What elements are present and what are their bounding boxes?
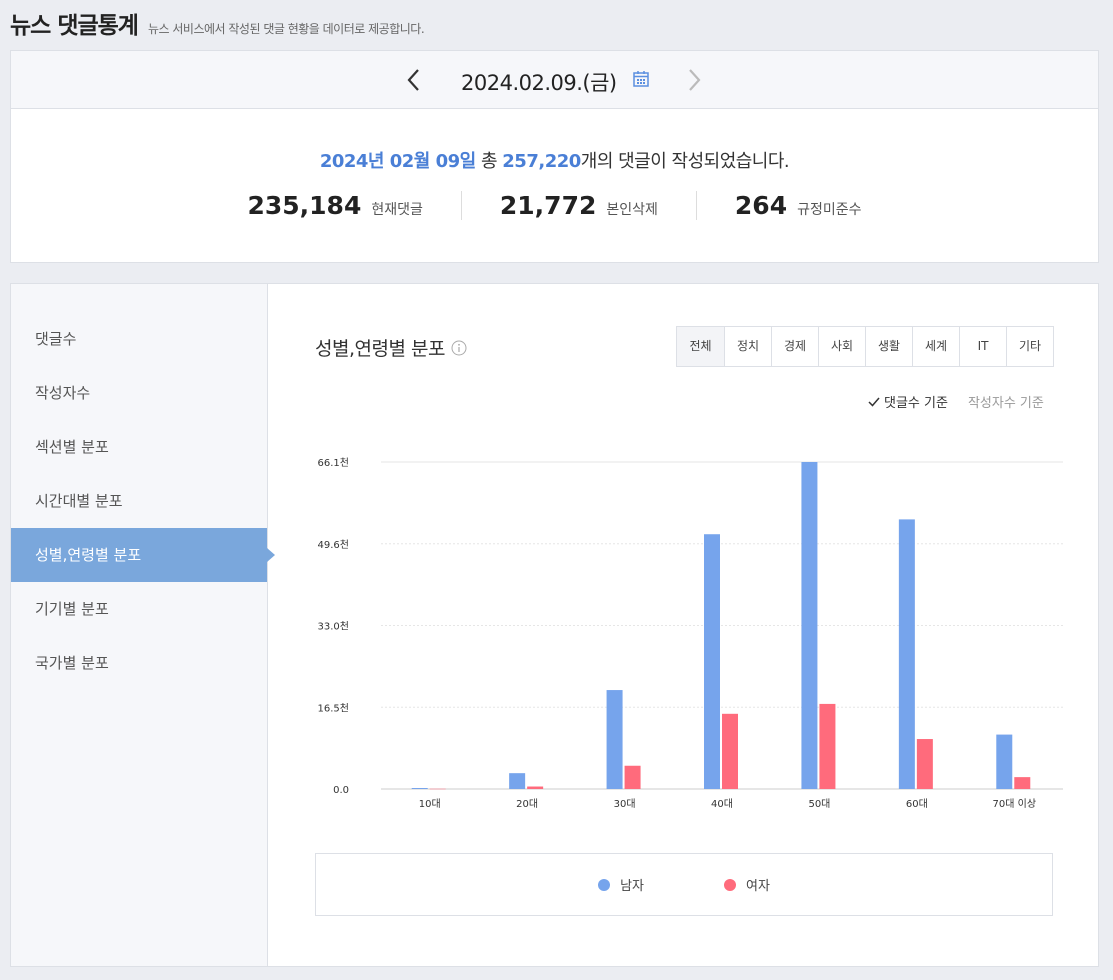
x-tick-label: 30대	[614, 798, 636, 809]
legend-dot-male	[598, 878, 611, 891]
bar-male	[898, 519, 915, 789]
legend-item-male[interactable]: 남자	[598, 875, 644, 894]
next-date-button[interactable]	[679, 65, 709, 95]
category-tabs: 전체 정치 경제 사회 생활 세계 IT 기타	[676, 326, 1054, 367]
tab-world[interactable]: 세계	[912, 327, 959, 366]
sidebar-item-country[interactable]: 국가별 분포	[35, 654, 109, 672]
x-tick-label: 60대	[906, 798, 928, 809]
calendar-icon[interactable]	[632, 70, 650, 88]
x-tick-label: 10대	[419, 798, 441, 809]
bar-male	[996, 734, 1013, 789]
legend-dot-female	[724, 878, 736, 891]
bar-female	[527, 786, 544, 789]
info-icon[interactable]	[451, 340, 467, 356]
previous-date-button[interactable]	[399, 65, 429, 95]
sidebar-item-time[interactable]: 시간대별 분포	[35, 492, 123, 510]
stat-value: 235,184	[247, 191, 362, 220]
basis-toggle: 댓글수 기준 작성자수 기준	[868, 392, 1044, 411]
main-panel: 댓글수 작성자수 섹션별 분포 시간대별 분포 성별,연령별 분포 기기별 분포…	[10, 283, 1099, 967]
page-description: 뉴스 서비스에서 작성된 댓글 현황을 데이터로 제공합니다.	[147, 22, 425, 36]
summary-panel: 2024년 02월 09일 총 257,220개의 댓글이 작성되었습니다. 2…	[10, 108, 1099, 263]
chevron-left-icon	[407, 69, 419, 91]
basis-comments-label: 댓글수 기준	[884, 396, 948, 411]
summary-suffix: 개의 댓글이 작성되었습니다.	[580, 151, 790, 172]
y-tick-label: 0.0	[333, 785, 349, 796]
sidebar-item-authors[interactable]: 작성자수	[35, 384, 91, 402]
tab-life[interactable]: 생활	[865, 327, 912, 366]
bar-male	[704, 534, 720, 789]
stats-row: 235,184 현재댓글 21,772 본인삭제 264 규정미준수	[11, 191, 1098, 220]
bar-female	[916, 739, 933, 789]
sidebar: 댓글수 작성자수 섹션별 분포 시간대별 분포 성별,연령별 분포 기기별 분포…	[11, 284, 275, 966]
x-tick-label: 40대	[711, 798, 733, 809]
sidebar-item-comments[interactable]: 댓글수	[35, 330, 77, 348]
page-header: 뉴스 댓글통계 뉴스 서비스에서 작성된 댓글 현황을 데이터로 제공합니다.	[10, 6, 425, 40]
chevron-right-icon	[689, 69, 701, 91]
current-date: 2024.02.09.(금)	[461, 71, 617, 95]
content-area: 성별,연령별 분포 전체 정치 경제 사회 생활 세계 IT 기타 댓글수 기준…	[268, 284, 1100, 966]
bar-female	[429, 788, 446, 790]
legend-item-female[interactable]: 여자	[724, 875, 770, 894]
bar-male	[509, 773, 526, 789]
x-tick-label: 20대	[516, 798, 538, 809]
stat-current-comments: 235,184 현재댓글	[209, 191, 460, 220]
y-tick-label: 66.1천	[318, 457, 349, 469]
stat-label: 규정미준수	[797, 202, 862, 218]
bar-male	[606, 690, 623, 789]
stat-value: 21,772	[499, 191, 597, 220]
bar-female	[624, 765, 641, 789]
y-tick-label: 49.6천	[318, 539, 349, 551]
tab-economy[interactable]: 경제	[771, 327, 818, 366]
date-navigation-bar: 2024.02.09.(금)	[10, 50, 1099, 109]
tab-politics[interactable]: 정치	[724, 327, 771, 366]
bar-female	[819, 703, 836, 789]
summary-sentence: 2024년 02월 09일 총 257,220개의 댓글이 작성되었습니다.	[11, 147, 1098, 173]
stat-label: 현재댓글	[371, 202, 423, 218]
basis-comments-option[interactable]: 댓글수 기준	[868, 392, 948, 411]
sidebar-item-section[interactable]: 섹션별 분포	[35, 438, 109, 456]
tab-society[interactable]: 사회	[818, 327, 865, 366]
tab-etc[interactable]: 기타	[1006, 327, 1053, 366]
legend-label-female: 여자	[746, 879, 770, 894]
sidebar-item-device[interactable]: 기기별 분포	[35, 600, 109, 618]
y-tick-label: 16.5천	[318, 702, 349, 714]
bar-male	[801, 462, 818, 789]
x-tick-label: 70대 이상	[993, 798, 1037, 809]
stat-label: 본인삭제	[606, 202, 658, 218]
legend-label-male: 남자	[620, 879, 644, 894]
summary-total: 257,220	[502, 151, 581, 172]
tab-it[interactable]: IT	[959, 327, 1006, 366]
x-tick-label: 50대	[808, 798, 830, 809]
section-title: 성별,연령별 분포	[315, 334, 467, 361]
tab-all[interactable]: 전체	[677, 327, 724, 366]
stat-self-deleted: 21,772 본인삭제	[460, 191, 696, 220]
bar-female	[722, 713, 738, 789]
summary-prefix: 총	[480, 151, 498, 172]
stat-value: 264	[734, 191, 788, 220]
bar-male	[411, 788, 428, 789]
gender-age-bar-chart: 0.0 16.5천 33.0천 49.6천 66.1천 10대 20대 30대 40대 50대 60…	[318, 457, 1063, 809]
section-title-text: 성별,연령별 분포	[315, 338, 445, 360]
page-title: 뉴스 댓글통계	[10, 13, 139, 39]
basis-authors-option[interactable]: 작성자수 기준	[967, 396, 1044, 411]
y-tick-label: 33.0천	[318, 621, 349, 633]
bar-female	[1014, 777, 1031, 789]
summary-date: 2024년 02월 09일	[319, 151, 476, 172]
sidebar-item-gender-age[interactable]: 성별,연령별 분포	[11, 528, 275, 582]
chart-legend: 남자 여자	[315, 853, 1053, 916]
stat-policy-violation: 264 규정미준수	[695, 191, 900, 220]
check-icon	[868, 397, 880, 407]
